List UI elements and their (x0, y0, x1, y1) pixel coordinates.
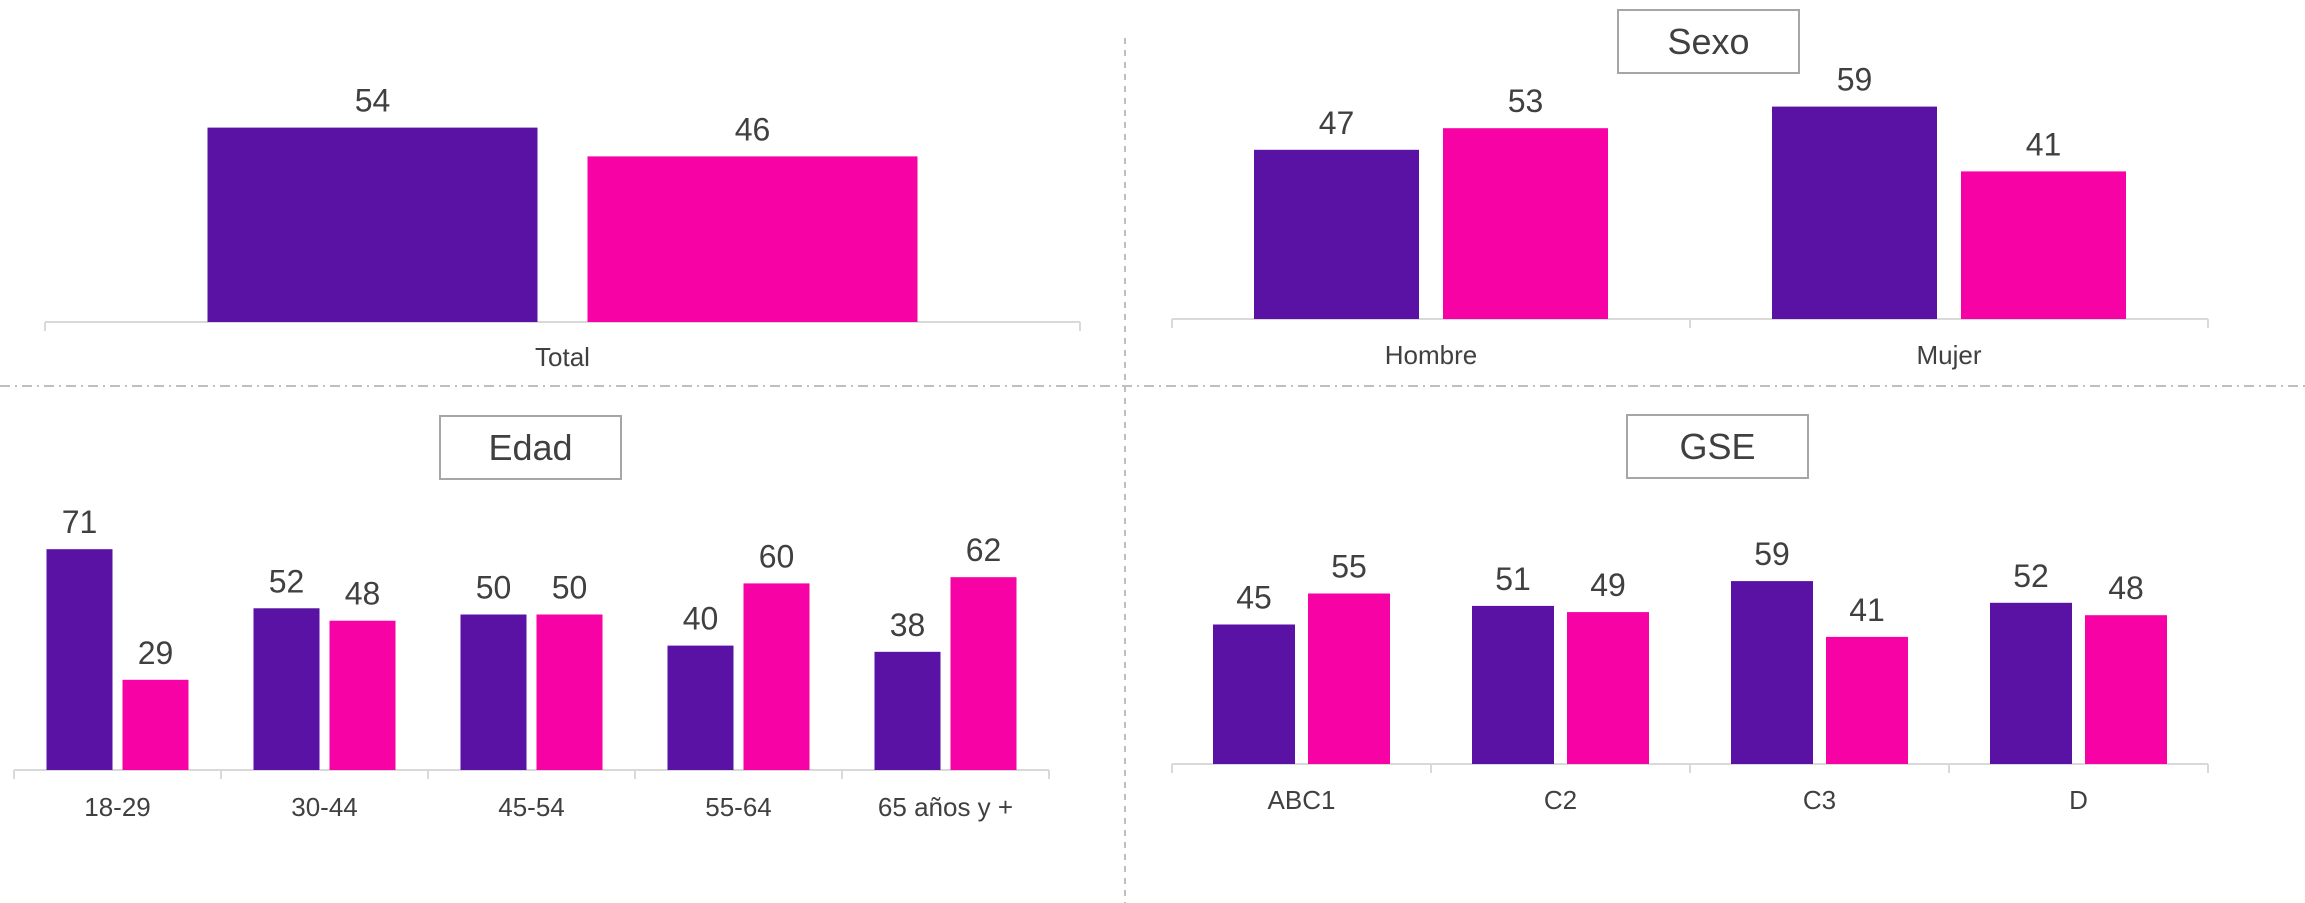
category-label: ABC1 (1268, 785, 1336, 815)
chart-title-sexo: Sexo (1617, 9, 1800, 74)
bar-sexo-a (1772, 106, 1937, 319)
bar-total-a (207, 127, 538, 322)
data-label: 48 (345, 576, 381, 612)
data-label: 47 (1319, 105, 1355, 141)
data-label: 59 (1837, 62, 1873, 98)
bar-gse-a (1213, 624, 1295, 764)
category-label: Mujer (1916, 340, 1981, 370)
bar-edad-b (743, 583, 810, 770)
category-label: 18-29 (84, 792, 151, 822)
chart-title-gse: GSE (1626, 414, 1809, 479)
bar-edad-a (460, 614, 527, 770)
data-label: 38 (890, 607, 926, 643)
data-label: 46 (735, 111, 771, 147)
bar-sexo-b (1443, 128, 1608, 319)
data-label: 59 (1754, 536, 1790, 572)
category-label: 30-44 (291, 792, 358, 822)
data-label: 50 (552, 570, 588, 606)
category-label: C2 (1544, 785, 1577, 815)
bar-total-b (587, 156, 918, 322)
data-label: 55 (1331, 549, 1367, 585)
data-label: 48 (2108, 570, 2144, 606)
data-label: 52 (2013, 558, 2049, 594)
chart-sexo: 47 53 Hombre 59 41 Mujer (1171, 62, 2209, 370)
data-label: 41 (1849, 592, 1885, 628)
bar-gse-a (1472, 605, 1554, 764)
bar-sexo-a (1254, 149, 1419, 319)
bar-edad-b (329, 620, 396, 770)
bar-edad-a (874, 651, 941, 770)
data-label: 51 (1495, 561, 1531, 597)
data-label: 60 (759, 538, 795, 574)
category-label: Hombre (1385, 340, 1477, 370)
bar-edad-a (46, 549, 113, 770)
data-label: 29 (138, 635, 174, 671)
data-label: 41 (2026, 126, 2062, 162)
category-label: C3 (1803, 785, 1836, 815)
category-label: 55-64 (705, 792, 772, 822)
category-label: D (2069, 785, 2088, 815)
chart-edad: 71 29 18-29 52 48 30-44 50 50 45-54 40 60 55-64 38 62… (13, 504, 1050, 822)
bar-edad-a (253, 608, 320, 770)
chart-gse: 45 55 ABC1 51 49 C2 59 41 C3 52 48 D (1171, 536, 2209, 815)
data-label: 71 (62, 504, 98, 540)
bar-edad-a (667, 645, 734, 770)
data-label: 40 (683, 601, 719, 637)
category-label: 65 años y + (878, 792, 1013, 822)
bar-sexo-b (1961, 171, 2126, 319)
bar-gse-b (1826, 636, 1908, 764)
bar-gse-b (1308, 593, 1390, 764)
data-label: 54 (355, 83, 391, 119)
data-label: 49 (1590, 567, 1626, 603)
bar-gse-b (1567, 612, 1649, 764)
bar-gse-a (1731, 581, 1813, 764)
chart-total: 54 46 Total (44, 83, 1081, 372)
chart-title-edad: Edad (439, 415, 622, 480)
category-label: 45-54 (498, 792, 565, 822)
data-label: 50 (476, 570, 512, 606)
data-label: 45 (1236, 580, 1272, 616)
bar-edad-b (122, 679, 189, 770)
bar-edad-b (950, 577, 1017, 770)
data-label: 52 (269, 563, 305, 599)
data-label: 62 (966, 532, 1002, 568)
bar-edad-b (536, 614, 603, 770)
data-label: 53 (1508, 83, 1544, 119)
bar-gse-a (1990, 602, 2072, 764)
category-label: Total (535, 342, 590, 372)
bar-gse-b (2085, 615, 2167, 764)
